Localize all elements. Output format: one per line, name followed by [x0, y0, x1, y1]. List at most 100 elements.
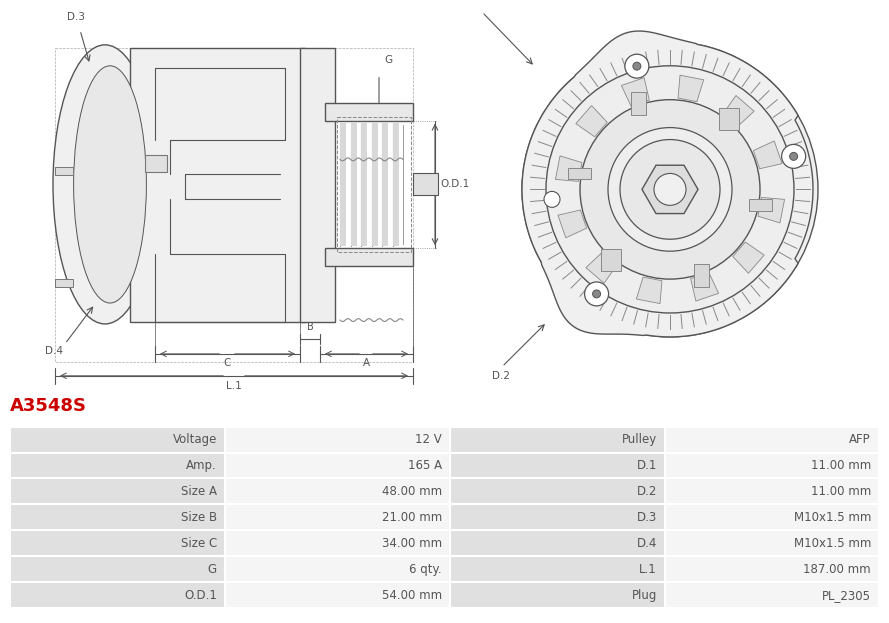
Text: Pulley: Pulley	[621, 433, 657, 446]
Bar	[451, 427, 664, 452]
Circle shape	[625, 54, 649, 78]
Text: A: A	[363, 358, 370, 368]
Bar	[325, 248, 413, 266]
Text: L.1: L.1	[639, 563, 657, 576]
Text: M10x1.5 mm: M10x1.5 mm	[794, 537, 871, 549]
Text: PL_2305: PL_2305	[822, 589, 871, 602]
Text: G: G	[384, 55, 392, 65]
Text: D.3: D.3	[637, 511, 657, 524]
Text: Voltage: Voltage	[172, 433, 217, 446]
Text: L.1: L.1	[226, 381, 242, 391]
Circle shape	[654, 173, 686, 206]
Text: 21.00 mm: 21.00 mm	[381, 511, 442, 524]
Text: A3548S: A3548S	[10, 397, 87, 415]
Text: B: B	[307, 322, 314, 332]
Bar	[55, 48, 413, 362]
Text: 34.00 mm: 34.00 mm	[382, 537, 442, 549]
Circle shape	[620, 140, 720, 239]
Circle shape	[789, 153, 797, 160]
Circle shape	[580, 100, 760, 279]
Text: M10x1.5 mm: M10x1.5 mm	[794, 511, 871, 524]
Circle shape	[522, 42, 818, 337]
Bar	[451, 454, 664, 477]
Polygon shape	[576, 105, 607, 137]
Bar	[11, 454, 224, 477]
Bar	[451, 531, 664, 555]
Polygon shape	[637, 277, 662, 303]
Text: D.4: D.4	[45, 346, 63, 356]
Text: 6 qty.: 6 qty.	[409, 563, 442, 576]
Circle shape	[593, 290, 601, 298]
Text: O.D.1: O.D.1	[184, 589, 217, 602]
FancyBboxPatch shape	[694, 264, 709, 287]
Ellipse shape	[74, 66, 147, 303]
Bar	[337, 117, 411, 252]
Bar	[451, 505, 664, 530]
Text: 12 V: 12 V	[415, 433, 442, 446]
Bar	[382, 123, 388, 246]
Text: 187.00 mm: 187.00 mm	[804, 563, 871, 576]
Bar	[666, 531, 878, 555]
Bar	[11, 505, 224, 530]
Bar	[226, 505, 449, 530]
Polygon shape	[733, 242, 765, 273]
Bar	[350, 123, 356, 246]
Circle shape	[585, 282, 609, 306]
Text: Size A: Size A	[181, 485, 217, 498]
Bar	[11, 531, 224, 555]
Bar	[55, 279, 73, 287]
Text: 165 A: 165 A	[408, 459, 442, 472]
FancyBboxPatch shape	[749, 199, 773, 211]
Text: Plug: Plug	[631, 589, 657, 602]
Text: Amp.: Amp.	[187, 459, 217, 472]
Bar	[666, 557, 878, 581]
Ellipse shape	[53, 45, 157, 324]
Circle shape	[544, 191, 560, 207]
Text: 11.00 mm: 11.00 mm	[811, 459, 871, 472]
Polygon shape	[753, 141, 782, 169]
Polygon shape	[723, 95, 754, 127]
Bar	[226, 454, 449, 477]
Bar	[361, 123, 367, 246]
Bar	[666, 583, 878, 607]
Text: 48.00 mm: 48.00 mm	[382, 485, 442, 498]
Bar	[55, 168, 73, 176]
Bar	[340, 123, 347, 246]
Text: 11.00 mm: 11.00 mm	[811, 485, 871, 498]
Polygon shape	[556, 156, 582, 181]
Circle shape	[633, 62, 641, 70]
Text: D.3: D.3	[67, 12, 85, 22]
Bar	[226, 531, 449, 555]
Bar	[666, 454, 878, 477]
Bar	[666, 480, 878, 503]
Polygon shape	[522, 31, 813, 337]
FancyBboxPatch shape	[719, 108, 740, 130]
FancyBboxPatch shape	[568, 168, 591, 179]
Text: AFP: AFP	[849, 433, 871, 446]
Bar	[11, 557, 224, 581]
Bar	[666, 427, 878, 452]
Bar	[145, 155, 167, 173]
Bar	[451, 583, 664, 607]
Bar	[11, 480, 224, 503]
Bar	[372, 123, 378, 246]
Text: G: G	[208, 563, 217, 576]
Circle shape	[546, 66, 794, 313]
Polygon shape	[558, 210, 587, 238]
Text: 54.00 mm: 54.00 mm	[382, 589, 442, 602]
Bar	[451, 480, 664, 503]
Bar	[300, 48, 335, 322]
Text: D.1: D.1	[472, 0, 490, 2]
Bar	[11, 427, 224, 452]
Bar	[11, 583, 224, 607]
Bar	[226, 583, 449, 607]
Bar	[130, 48, 305, 322]
Polygon shape	[586, 252, 617, 283]
Polygon shape	[691, 272, 718, 301]
Bar	[325, 103, 413, 121]
Bar	[413, 173, 438, 196]
Text: Size B: Size B	[180, 511, 217, 524]
Text: O.D.1: O.D.1	[440, 179, 469, 189]
Text: C: C	[223, 358, 230, 368]
Circle shape	[608, 128, 732, 251]
